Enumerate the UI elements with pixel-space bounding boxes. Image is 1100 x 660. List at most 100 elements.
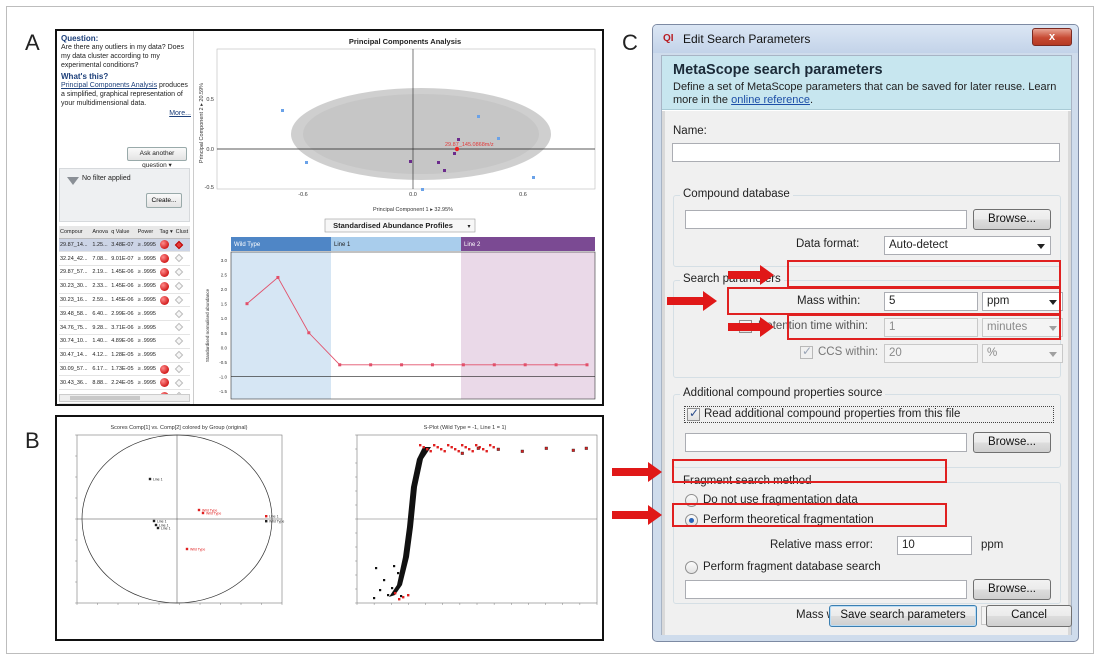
s-plot-point <box>429 450 432 453</box>
tag-cell[interactable] <box>158 293 175 308</box>
mass-within-input[interactable]: 5 <box>884 292 978 311</box>
cluster-cell <box>174 251 190 267</box>
group-band <box>331 252 461 399</box>
table-row[interactable]: 34.76_75... 9.28... 3.71E-06 ≥ .9995 <box>59 320 190 336</box>
fragment-database-browse-button[interactable]: Browse... <box>973 579 1051 600</box>
tag-cell[interactable] <box>158 265 175 280</box>
close-button[interactable]: x <box>1032 28 1072 46</box>
s-plot-point <box>383 579 386 582</box>
tag-cell[interactable] <box>158 334 175 349</box>
column-header[interactable]: Clust <box>174 226 190 239</box>
table-cell: ≥ .9995 <box>136 320 159 336</box>
tag-cell[interactable] <box>158 362 175 377</box>
ccs-within-input[interactable]: 20 <box>884 344 978 363</box>
tag-cell[interactable] <box>158 375 175 391</box>
scores-plot-title: Scores Comp[1] vs. Comp[2] colored by Gr… <box>111 425 248 431</box>
name-input[interactable] <box>672 143 1060 162</box>
fragment-database-label[interactable]: Perform fragment database search <box>703 561 881 573</box>
app-icon: QI <box>663 33 674 44</box>
relative-mass-error-input[interactable]: 10 <box>897 536 972 555</box>
compound-database-path-input[interactable] <box>685 210 967 229</box>
dialog-titlebar[interactable]: QI Edit Search Parameters x <box>653 25 1078 53</box>
filter-status: No filter applied <box>82 175 131 182</box>
read-additional-properties-checkbox[interactable] <box>687 406 700 421</box>
additional-properties-path-input[interactable] <box>685 433 967 452</box>
table-cell: 2.99E-06 <box>110 306 137 322</box>
table-row[interactable]: 32.24_42... 7.08... 9.01E-07 ≥ .9995 <box>59 251 190 267</box>
column-header[interactable]: Tag ▾ <box>158 226 175 239</box>
column-header[interactable]: Compour <box>59 226 92 239</box>
cancel-button[interactable]: Cancel <box>986 605 1072 627</box>
panel-b-simca-plots: Scores Comp[1] vs. Comp[2] colored by Gr… <box>55 415 604 641</box>
mass-unit-select[interactable]: ppm <box>982 292 1063 311</box>
fragment-database-path-input[interactable] <box>685 580 967 599</box>
chevron-down-icon <box>1037 244 1045 249</box>
table-row[interactable]: 30.23_30... 2.33... 1.45E-06 ≥ .9995 <box>59 279 190 294</box>
scrollbar-thumb[interactable] <box>70 396 140 400</box>
pca-point <box>497 137 500 140</box>
column-header[interactable]: q Value <box>110 226 137 239</box>
tag-cell[interactable] <box>158 348 175 363</box>
cluster-cell <box>174 334 190 349</box>
table-row[interactable]: 30.47_14... 4.12... 1.28E-05 ≥ .9995 <box>59 348 190 363</box>
tag-cell[interactable] <box>158 320 175 336</box>
theoretical-fragmentation-label[interactable]: Perform theoretical fragmentation <box>703 514 874 526</box>
table-horizontal-scrollbar[interactable] <box>59 394 190 402</box>
table-row[interactable]: 30.43_36... 8.88... 2.24E-05 ≥ .9995 <box>59 375 190 391</box>
ccs-unit-select[interactable]: % <box>982 344 1063 363</box>
column-header[interactable]: Anova <box>91 226 111 239</box>
s-plot-point <box>520 449 524 453</box>
fragment-database-radio[interactable] <box>685 561 698 574</box>
group-header-label: Line 1 <box>334 242 351 248</box>
ask-another-question-button[interactable]: Ask another question ▾ <box>127 147 187 169</box>
table-row[interactable]: 30.74_10... 1.40... 4.89E-06 ≥ .9995 <box>59 334 190 349</box>
cluster-diamond-icon <box>174 254 183 263</box>
tag-cell[interactable] <box>158 251 175 267</box>
table-cell: 3.48E-07 <box>110 238 137 253</box>
legend-label: Wild Type <box>269 520 284 524</box>
tag-cell[interactable] <box>158 306 175 322</box>
compound-database-browse-button[interactable]: Browse... <box>973 209 1051 230</box>
table-cell: ≥ .9995 <box>136 251 159 267</box>
abundance-ytick: 0.5 <box>221 331 228 336</box>
create-filter-button[interactable]: Create... <box>146 193 182 208</box>
abundance-dropdown[interactable] <box>324 218 476 233</box>
retention-time-input[interactable]: 1 <box>884 318 978 337</box>
table-row[interactable]: 29.87_57... 2.19... 1.45E-06 ≥ .9995 <box>59 265 190 280</box>
abundance-profiles-plot[interactable]: Standardised Abundance Profiles ▾ Wild Typ… <box>195 217 602 404</box>
more-link[interactable]: More... <box>169 110 191 117</box>
tag-cell[interactable] <box>158 238 175 253</box>
ccs-checkbox[interactable] <box>800 344 813 359</box>
online-reference-link[interactable]: online reference <box>731 94 810 106</box>
dialog-heading: MetaScope search parameters <box>673 62 883 78</box>
s-plot-point <box>379 589 382 592</box>
tag-dot-icon <box>159 364 169 374</box>
table-row[interactable]: 29.87_14... 1.25... 3.48E-07 ≥ .9995 <box>59 238 190 253</box>
pca-plot[interactable]: Principal Components Analysis 0.5 0.0 -0.5 -… <box>195 33 602 215</box>
column-header[interactable]: Power <box>136 226 159 239</box>
pca-xlabel: Principal Component 1 ▸ 32.95% <box>373 207 453 213</box>
cluster-diamond-icon <box>174 378 183 387</box>
tag-cell[interactable] <box>158 279 175 294</box>
scores-point-label: Wild Type <box>202 509 217 513</box>
retention-time-unit-select[interactable]: minutes <box>982 318 1063 337</box>
scores-point-label: Wild Type <box>206 512 221 516</box>
table-cell: ≥ .9995 <box>136 334 159 349</box>
chevron-down-icon <box>1049 326 1057 331</box>
pca-help-link[interactable]: Principal Components Analysis <box>61 82 158 89</box>
pca-selected-point[interactable] <box>454 146 460 152</box>
data-format-select[interactable]: Auto-detect <box>884 236 1051 255</box>
read-additional-properties-label[interactable]: Read additional compound properties from… <box>704 408 961 420</box>
s-plot-point <box>419 444 422 447</box>
table-cell: 32.24_42... <box>59 251 92 267</box>
abundance-point <box>276 275 280 279</box>
save-search-parameters-button[interactable]: Save search parameters <box>829 605 977 627</box>
s-plot-point <box>584 446 588 450</box>
table-row[interactable]: 30.09_57... 6.17... 1.73E-05 ≥ .9995 <box>59 362 190 377</box>
table-row[interactable]: 39.48_58... 6.40... 2.99E-06 ≥ .9995 <box>59 306 190 322</box>
scores-point-label: Line 1 <box>153 478 163 482</box>
scores-point-label: Line 1 <box>161 527 171 531</box>
splitter[interactable] <box>193 31 194 404</box>
additional-properties-browse-button[interactable]: Browse... <box>973 432 1051 453</box>
table-row[interactable]: 30.23_16... 2.59... 1.45E-06 ≥ .9995 <box>59 293 190 308</box>
